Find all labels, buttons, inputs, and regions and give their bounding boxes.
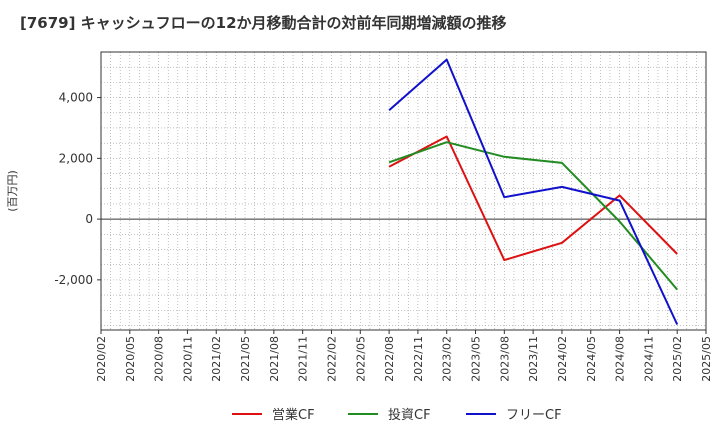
x-tick-label: 2024/08: [614, 336, 627, 382]
axes: 4,000 2,000 0 -2,000 2020/02 2020/05 2020/08 20…: [6, 51, 713, 382]
x-tick-label: 2024/02: [556, 336, 569, 382]
x-tick-label: 2022/02: [325, 336, 338, 382]
series-line-3: [388, 58, 679, 325]
y-tick-label: 4,000: [59, 91, 93, 105]
x-tick-label: 2020/11: [181, 336, 194, 382]
plot-frame: [100, 51, 707, 331]
x-tick-label: 2020/08: [153, 336, 166, 382]
x-tick-label: 2022/11: [412, 336, 425, 382]
x-tick-label: 2021/11: [297, 336, 310, 382]
x-tick-label: 2021/08: [268, 336, 281, 382]
x-tick-label: 2023/02: [441, 336, 454, 382]
x-tick-label: 2023/05: [470, 336, 483, 382]
x-tick-label: 2021/02: [210, 336, 223, 382]
y-axis-label: (百万円): [6, 170, 19, 212]
x-tick-label: 2022/08: [383, 336, 396, 382]
plot-area: [101, 52, 706, 330]
grid: [100, 52, 707, 330]
x-tick-label: 2020/05: [124, 336, 137, 382]
x-tick-label: 2024/05: [585, 336, 598, 382]
x-tick-label: 2020/02: [95, 336, 108, 382]
x-tick-label: 2024/11: [642, 336, 655, 382]
x-tick-label: 2025/05: [700, 336, 713, 382]
x-tick-label: 2023/11: [527, 336, 540, 382]
series-line-1: [388, 135, 678, 262]
legend-label-2: 投資CF: [388, 407, 431, 423]
x-tick-label: 2025/02: [671, 336, 684, 382]
y-tick-label: 2,000: [59, 151, 93, 165]
series-line-2: [388, 141, 678, 291]
y-tick-label: 0: [85, 212, 93, 226]
y-tick-label: -2,000: [54, 273, 93, 287]
chart-title: [7679] キャッシュフローの12か月移動合計の対前年同期増減額の推移: [20, 14, 507, 32]
x-tick-label: 2021/05: [239, 336, 252, 382]
legend-label-1: 営業CF: [272, 407, 315, 423]
x-tick-label: 2023/08: [498, 336, 511, 382]
series-lines: [388, 58, 679, 325]
legend: 営業CF 投資CF フリーCF: [232, 407, 562, 423]
x-tick-label: 2022/05: [354, 336, 367, 382]
legend-label-3: フリーCF: [506, 408, 562, 423]
